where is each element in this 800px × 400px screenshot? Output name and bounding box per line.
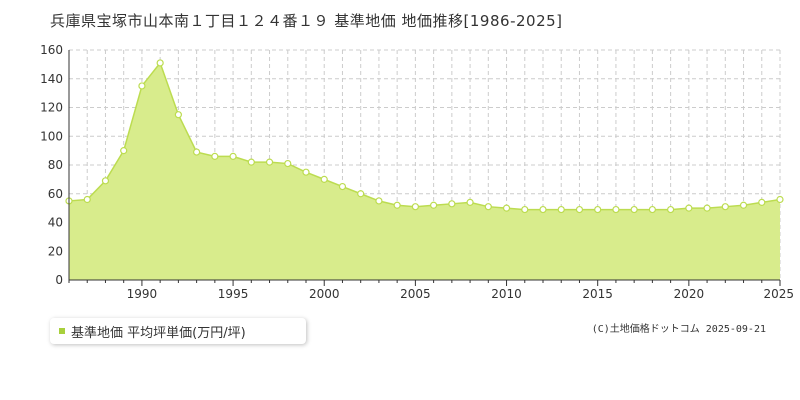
series-line — [68, 61, 781, 211]
axes — [68, 50, 781, 286]
series-area — [69, 62, 780, 280]
legend-label: 基準地価 平均坪単価(万円/坪) — [71, 325, 246, 341]
y-tick-label: 20 — [48, 244, 63, 258]
data-point — [594, 205, 602, 214]
x-tick-label: 2025 — [763, 287, 794, 301]
data-points — [65, 59, 784, 214]
chart-title: 兵庫県宝塚市山本南１丁目１２４番１９ 基準地価 地価推移[1986-2025] — [50, 12, 563, 30]
data-point — [776, 195, 784, 204]
y-tick-label: 140 — [40, 72, 63, 86]
legend-swatch — [59, 328, 65, 334]
data-point — [648, 205, 656, 214]
y-tick-label: 60 — [48, 187, 63, 201]
data-point — [430, 201, 438, 209]
data-point — [120, 147, 128, 155]
x-tick-labels: 1990 1995 2000 2005 2010 2015 2020 2025 — [127, 287, 794, 301]
y-tick-label: 0 — [55, 273, 63, 287]
x-tick-label: 1995 — [218, 287, 249, 301]
data-point — [265, 158, 274, 166]
x-tick-label: 1990 — [127, 287, 158, 301]
legend: 基準地価 平均坪単価(万円/坪) — [50, 318, 306, 344]
data-point — [156, 59, 164, 67]
data-point — [211, 152, 219, 160]
data-point — [302, 168, 310, 176]
data-point — [174, 111, 182, 119]
data-point — [320, 175, 328, 183]
data-point — [138, 82, 146, 90]
y-tick-labels: 0 20 40 60 80 100 120 140 160 — [40, 43, 63, 287]
data-point — [411, 203, 419, 211]
data-point — [375, 197, 383, 205]
data-point — [575, 205, 584, 214]
data-point — [739, 201, 748, 209]
x-tick-label: 2010 — [491, 287, 522, 301]
y-tick-label: 120 — [40, 101, 63, 115]
data-point — [193, 148, 201, 156]
data-point — [393, 201, 401, 209]
data-point — [521, 205, 529, 214]
data-point — [247, 158, 255, 166]
data-point — [502, 204, 511, 212]
data-point — [539, 205, 547, 214]
x-tick-label: 2020 — [674, 287, 705, 301]
y-tick-label: 80 — [48, 158, 63, 172]
data-point — [229, 152, 237, 160]
data-point — [703, 204, 711, 212]
data-point — [83, 195, 91, 204]
data-point — [466, 198, 474, 206]
data-point — [101, 177, 110, 185]
data-point — [721, 203, 729, 211]
x-tick-label: 2015 — [582, 287, 613, 301]
y-tick-label: 100 — [40, 129, 63, 143]
data-point — [557, 205, 565, 214]
data-point — [630, 205, 638, 214]
data-point — [685, 204, 693, 212]
data-point — [758, 198, 766, 206]
data-point — [338, 182, 347, 191]
area-layer — [68, 61, 781, 280]
data-point — [284, 159, 292, 168]
data-point — [667, 205, 675, 214]
y-tick-label: 160 — [40, 43, 63, 57]
x-tick-label: 2000 — [309, 287, 340, 301]
copyright-text: (C)土地価格ドットコム 2025-09-21 — [591, 324, 766, 335]
data-point — [612, 205, 620, 214]
x-tick-label: 2005 — [400, 287, 431, 301]
data-point — [357, 190, 365, 198]
data-point — [484, 203, 492, 211]
data-point — [448, 200, 456, 208]
y-tick-label: 40 — [48, 216, 63, 230]
